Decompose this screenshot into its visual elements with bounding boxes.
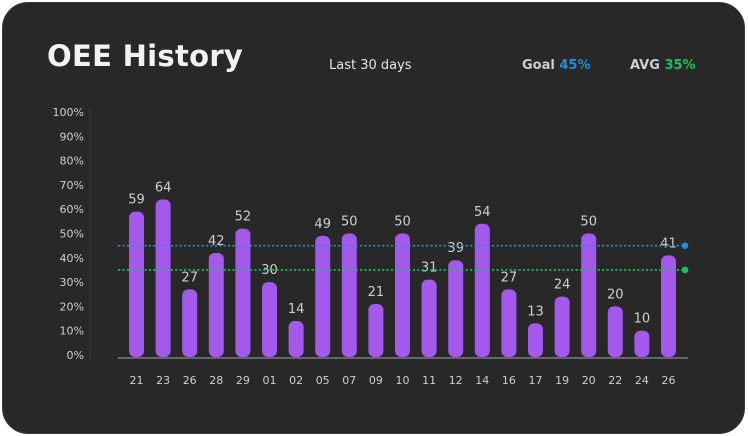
x-tick-label: 10 [396,374,410,387]
y-tick-label: 90% [60,130,84,143]
bar-value-label: 50 [341,215,358,230]
x-tick-label: 07 [342,374,356,387]
bar [315,235,331,357]
goal-label: Goal [522,58,555,73]
x-tick-label: 23 [156,374,170,387]
x-tick-label: 28 [209,374,223,387]
x-tick-label: 29 [236,374,250,387]
bar [341,233,357,357]
y-tick-label: 20% [60,300,84,313]
bar-value-label: 59 [128,193,145,208]
y-tick-label: 0% [67,349,84,362]
bar [182,289,198,357]
bar [448,260,464,357]
x-tick-label: 26 [662,374,676,387]
bar-value-label: 64 [155,180,172,195]
bar-value-label: 52 [235,210,252,225]
y-tick-label: 100% [53,106,84,119]
x-tick-label: 09 [369,374,383,387]
avg-label: AVG [630,58,660,73]
bar [528,323,543,357]
bar [288,320,304,357]
bar-value-label: 54 [474,205,491,220]
bar-value-label: 10 [634,312,651,327]
bar-value-label: 27 [501,270,518,285]
x-tick-label: 19 [555,374,569,387]
bar-value-label: 50 [394,215,411,230]
x-tick-label: 11 [422,374,436,387]
x-tick-label: 01 [263,374,277,387]
bar [129,211,144,357]
bar-value-label: 41 [660,236,677,251]
bar [501,289,517,357]
x-tick-label: 05 [316,374,330,387]
bar [661,255,676,357]
x-tick-label: 12 [449,374,463,387]
y-tick-label: 60% [60,203,84,216]
x-tick-label: 14 [475,374,489,387]
bar [607,306,623,357]
bar [155,199,171,357]
bar-value-label: 39 [447,241,464,256]
bar [554,296,570,357]
x-tick-label: 17 [529,374,543,387]
period-label: Last 30 days [329,58,412,73]
bar-value-label: 31 [421,261,438,276]
bar-value-label: 21 [368,285,385,300]
goal-stat: Goal 45% [522,58,591,73]
chart-title: OEE History [47,39,244,73]
x-tick-label: 20 [582,374,596,387]
bar [634,330,650,357]
avg-line-endpoint [681,266,689,274]
bar [474,223,490,357]
bar-value-label: 13 [527,304,544,319]
bar-value-label: 20 [607,287,624,302]
goal-line-endpoint [681,242,689,249]
y-tick-label: 40% [60,252,84,265]
bar [208,252,224,357]
x-tick-label: 22 [608,374,622,387]
y-tick-label: 80% [60,155,84,168]
y-tick-label: 70% [60,179,84,192]
x-tick-label: 16 [502,374,516,387]
bar [395,233,410,357]
bar [235,228,251,357]
goal-value: 45% [559,58,591,73]
y-tick-label: 50% [60,228,84,241]
avg-value: 35% [664,58,696,73]
bar-value-label: 50 [580,215,597,230]
bar [421,279,437,357]
x-tick-label: 21 [130,374,144,387]
x-tick-label: 26 [183,374,197,387]
y-tick-label: 30% [60,276,84,289]
bar [581,233,597,357]
bar [368,303,384,357]
bar [262,282,277,357]
x-tick-label: 24 [635,374,649,387]
bar-value-label: 42 [208,234,225,249]
avg-stat: AVG 35% [630,58,696,73]
bar-value-label: 14 [288,302,305,317]
bar-value-label: 49 [314,217,331,232]
y-tick-label: 10% [60,325,84,338]
bar-value-label: 24 [554,278,571,293]
bar-value-label: 27 [181,270,198,285]
x-tick-label: 02 [289,374,303,387]
